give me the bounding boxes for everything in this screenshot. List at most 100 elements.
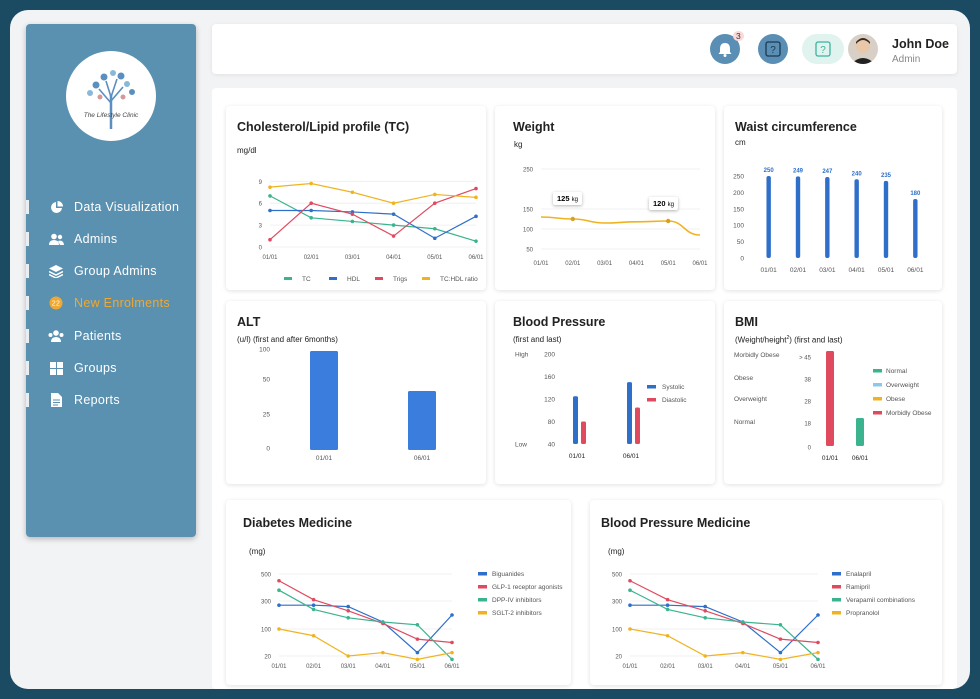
legend-swatch [832, 585, 841, 589]
data-point [415, 623, 420, 627]
sidebar-item-admins[interactable]: Admins [26, 226, 196, 252]
support-button[interactable]: ? [802, 34, 844, 64]
x-tick-label: 06/01 [852, 455, 869, 462]
y-tick-label: 28 [804, 400, 811, 406]
legend-swatch [873, 397, 882, 401]
data-point [450, 640, 454, 645]
card-unit: (u/l) (first and after 6months) [237, 335, 338, 344]
help-button[interactable]: ? [758, 34, 788, 64]
clinic-logo[interactable]: The Lifestyle Clinic [66, 51, 156, 141]
data-point [665, 607, 670, 612]
sidebar-item-patients[interactable]: Patients [26, 323, 196, 349]
x-tick-label: 04/01 [629, 261, 645, 267]
y-tick-label: 50 [526, 248, 533, 254]
sidebar-item-groups[interactable]: Groups [26, 355, 196, 381]
x-tick-label: 01/01 [569, 453, 586, 460]
x-tick-label: 05/01 [661, 261, 677, 267]
data-point [628, 627, 632, 631]
y-tick-label: 0 [740, 256, 744, 263]
sidebar-item-reports[interactable]: Reports [26, 387, 196, 413]
data-point [346, 609, 350, 613]
diabetes-medicine-card: Diabetes Medicine (mg) 20 100 300 500 01/01 0… [226, 500, 571, 685]
series-line [630, 604, 819, 654]
series-line [629, 580, 819, 644]
sidebar-item-new-enrolments[interactable]: 22 New Enrolments [26, 290, 196, 316]
card-unit: (mg) [608, 547, 625, 556]
legend-swatch [873, 383, 882, 387]
help-icon: ? [815, 41, 831, 57]
blood-pressure-chart: 40 80 120 160 200 High Low 01/01 06/01 Systolic Di… [515, 352, 687, 461]
x-tick-label: 06/01 [692, 261, 708, 267]
bar [883, 180, 889, 258]
y-tick-label: 100 [523, 228, 534, 234]
legend-label: TC [302, 276, 311, 283]
bar [795, 176, 801, 258]
data-point [433, 192, 437, 197]
x-tick-label: 05/01 [773, 664, 789, 670]
y-tick-label: 500 [261, 573, 272, 579]
y-tick-label: 3 [259, 224, 263, 230]
series-line [269, 188, 477, 241]
logo-text: The Lifestyle Clinic [84, 112, 139, 119]
layers-icon [48, 263, 64, 279]
legend-label: DPP-IV inhibitors [492, 597, 542, 604]
svg-text:?: ? [820, 45, 826, 56]
card-title: ALT [237, 315, 261, 329]
sidebar-item-group-admins[interactable]: Group Admins [26, 258, 196, 284]
svg-text:?: ? [770, 45, 776, 56]
data-point [346, 604, 350, 609]
legend-swatch [422, 277, 430, 280]
series-line [629, 589, 819, 660]
nav-marker [26, 393, 29, 407]
data-point [665, 633, 670, 638]
legend-label: Normal [886, 368, 908, 375]
x-tick-label: 03/01 [341, 664, 357, 670]
y-tick-label: 6 [259, 202, 263, 208]
nav-marker [26, 296, 29, 310]
y-tick-label: 300 [612, 600, 623, 606]
y-tick-label: 100 [612, 628, 623, 634]
data-point [391, 223, 396, 227]
card-unit: cm [735, 138, 746, 147]
bar [635, 407, 640, 444]
nav-marker [26, 200, 29, 214]
x-tick-label: 01/01 [316, 455, 333, 462]
data-point [816, 650, 820, 655]
sidebar-item-label: Reports [74, 393, 120, 407]
data-point [703, 609, 707, 613]
sidebar-item-label: Data Visualization [74, 200, 180, 214]
y-level-label: High [515, 352, 529, 359]
x-tick-label: 01/01 [533, 261, 549, 267]
card-unit: (mg) [249, 547, 266, 556]
x-tick-label: 01/01 [822, 455, 839, 462]
data-point [415, 650, 420, 655]
series-line [270, 209, 477, 239]
x-tick-label: 02/01 [660, 664, 676, 670]
sidebar-item-data-visualization[interactable]: Data Visualization [26, 194, 196, 220]
nav-marker [26, 264, 29, 278]
weight-tooltip-first: 125 kg [553, 192, 582, 205]
data-point [277, 588, 281, 592]
legend-swatch [478, 572, 487, 576]
data-point [703, 654, 707, 658]
legend-label: Verapamil combinations [846, 597, 916, 604]
category-label: Morbidly Obese [734, 352, 780, 359]
alt-card: ALT (u/l) (first and after 6months) 0 25 5… [226, 301, 486, 484]
data-point [665, 603, 670, 607]
x-tick-label: 06/01 [810, 664, 826, 670]
avatar[interactable] [848, 34, 878, 64]
legend-label: Enalapril [846, 571, 872, 578]
card-unit: (Weight/height2) (first and last) [735, 335, 843, 345]
badge-icon: 22 [48, 295, 64, 311]
blood-pressure-card: Blood Pressure (first and last) 40 80 120 1… [495, 301, 715, 484]
data-point [311, 597, 316, 602]
y-tick-label: 150 [733, 206, 744, 213]
sidebar: The Lifestyle Clinic Data Visualization … [26, 24, 196, 537]
y-tick-label: 0 [808, 446, 812, 452]
data-label: 240 [852, 171, 863, 177]
y-tick-label: 160 [544, 374, 555, 381]
legend-swatch [329, 277, 337, 280]
data-point [268, 208, 272, 213]
data-point [346, 654, 350, 658]
bar [854, 179, 859, 258]
